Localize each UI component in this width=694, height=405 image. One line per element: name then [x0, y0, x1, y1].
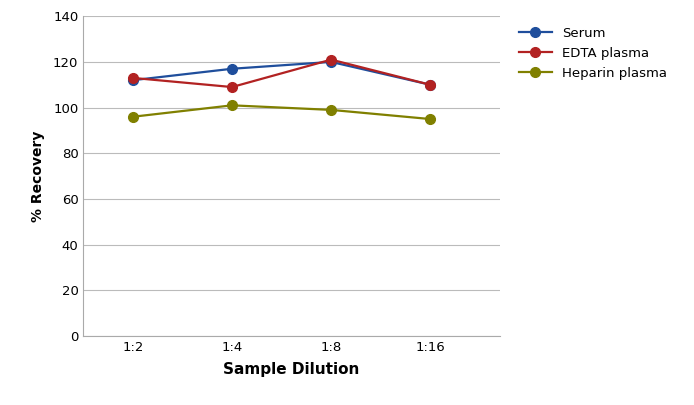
Serum: [128, 78, 137, 83]
X-axis label: Sample Dilution: Sample Dilution: [223, 362, 359, 377]
Line: Heparin plasma: Heparin plasma: [128, 100, 435, 124]
Y-axis label: % Recovery: % Recovery: [31, 130, 44, 222]
Serum: [426, 82, 434, 87]
Heparin plasma: [228, 103, 236, 108]
Heparin plasma: [426, 117, 434, 121]
Legend: Serum, EDTA plasma, Heparin plasma: Serum, EDTA plasma, Heparin plasma: [515, 23, 671, 84]
EDTA plasma: [228, 85, 236, 90]
Line: EDTA plasma: EDTA plasma: [128, 55, 435, 92]
Serum: [228, 66, 236, 71]
Line: Serum: Serum: [128, 57, 435, 90]
Heparin plasma: [128, 114, 137, 119]
EDTA plasma: [327, 57, 335, 62]
Heparin plasma: [327, 107, 335, 112]
EDTA plasma: [128, 75, 137, 80]
EDTA plasma: [426, 82, 434, 87]
Serum: [327, 60, 335, 64]
